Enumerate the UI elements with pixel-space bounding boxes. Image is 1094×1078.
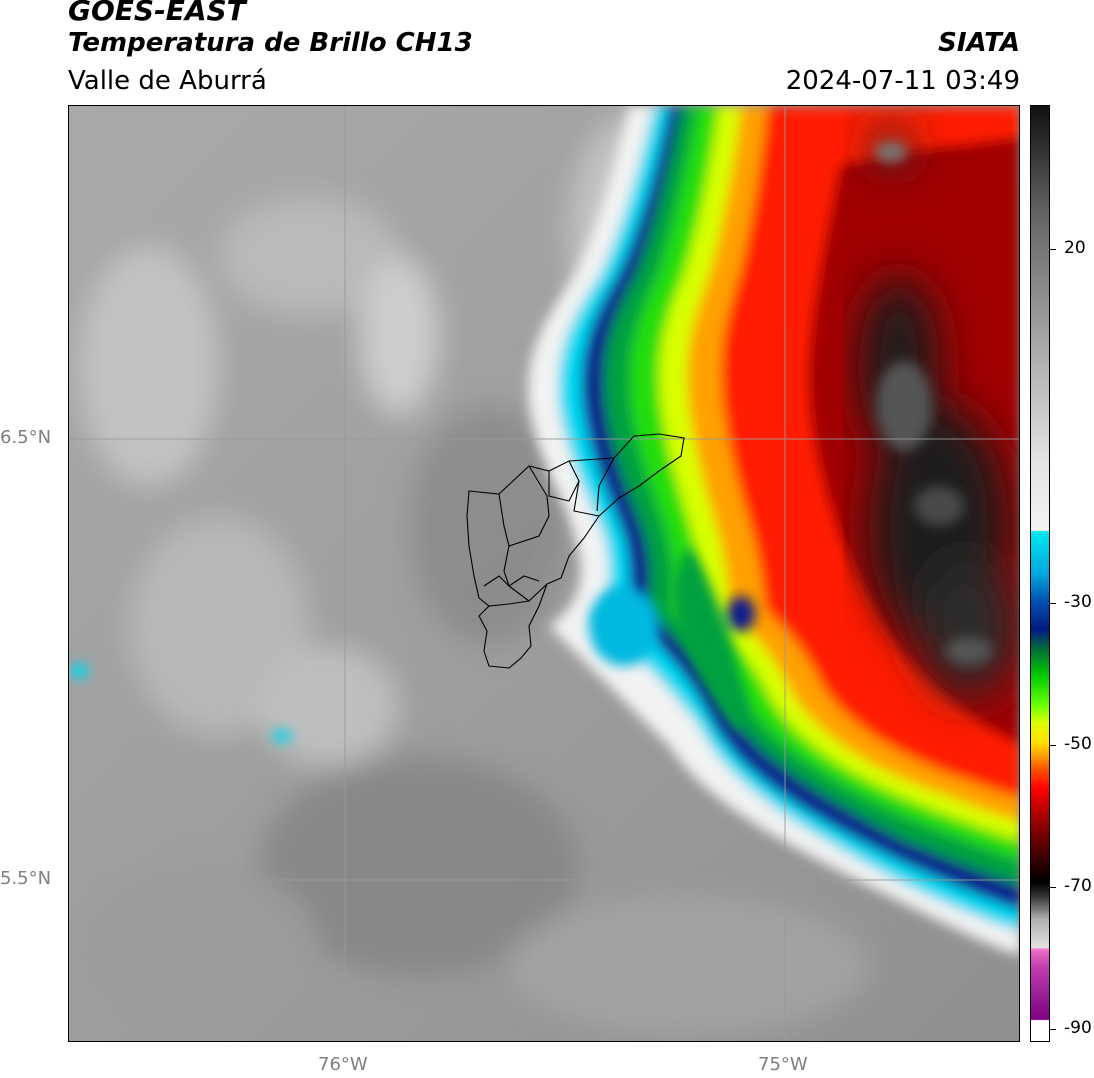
colorbar-label-minus30: -30 <box>1064 592 1092 612</box>
colorbar-label-minus50: -50 <box>1064 734 1092 754</box>
colorbar <box>1030 105 1050 1042</box>
timestamp-label: 2024-07-11 03:49 <box>785 66 1020 96</box>
map-canvas <box>69 106 1019 1041</box>
colorbar-tick <box>1050 745 1056 746</box>
colorbar-label-20: 20 <box>1064 238 1086 258</box>
title-product: Temperatura de Brillo CH13 <box>68 28 473 58</box>
colorbar-tick <box>1050 603 1056 604</box>
colorbar-tick <box>1050 249 1056 250</box>
colorbar-tick <box>1050 1029 1056 1030</box>
colorbar-label-minus70: -70 <box>1064 876 1092 896</box>
title-satellite: GOES-EAST <box>68 0 246 27</box>
colorbar-gradient <box>1031 106 1049 1041</box>
subtitle-region: Valle de Aburrá <box>68 66 267 96</box>
lon-label-76w: 76°W <box>318 1054 368 1075</box>
lat-label-5-5: 5.5°N <box>0 868 52 889</box>
lon-label-75w: 75°W <box>758 1054 808 1075</box>
colorbar-tick <box>1050 887 1056 888</box>
satellite-map[interactable] <box>68 105 1020 1042</box>
overshooting-tops <box>70 142 993 742</box>
municipal-boundaries <box>466 433 685 669</box>
colorbar-label-minus90: -90 <box>1064 1018 1092 1038</box>
lat-label-6-5: 6.5°N <box>0 427 52 448</box>
graticule <box>69 106 1019 1041</box>
organization-label: SIATA <box>938 28 1020 58</box>
